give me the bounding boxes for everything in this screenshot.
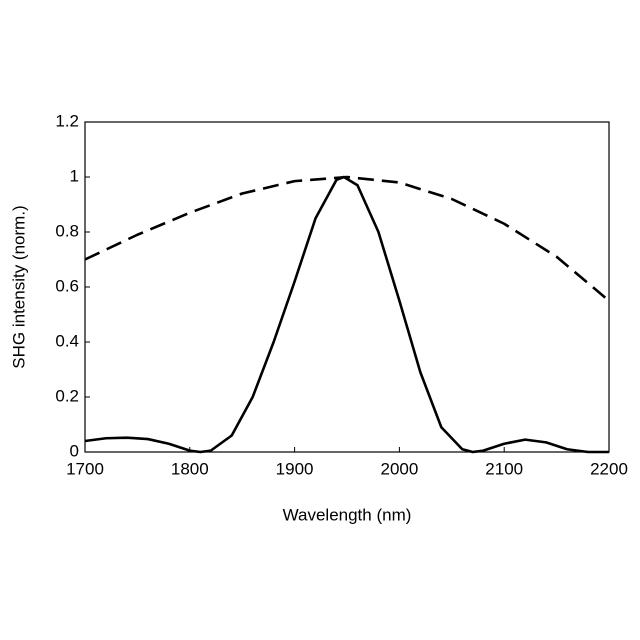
y-tick-label: 1.2 [55, 111, 79, 130]
y-tick-label: 1 [70, 166, 79, 185]
x-tick-label: 1800 [171, 459, 209, 478]
y-tick-label: 0.2 [55, 386, 79, 405]
x-tick-label: 1900 [276, 459, 314, 478]
y-axis-label: SHG intensity (norm.) [9, 205, 28, 368]
y-tick-label: 0.8 [55, 221, 79, 240]
plot-frame [85, 122, 609, 452]
x-tick-label: 2000 [380, 459, 418, 478]
y-tick-label: 0 [70, 441, 79, 460]
y-tick-label: 0.6 [55, 276, 79, 295]
data-line [85, 177, 609, 452]
x-tick-label: 1700 [66, 459, 104, 478]
x-tick-label: 2100 [485, 459, 523, 478]
x-axis-label: Wavelength (nm) [283, 505, 412, 524]
data-line [85, 177, 609, 301]
x-tick-label: 2200 [590, 459, 628, 478]
y-tick-label: 0.4 [55, 331, 79, 350]
